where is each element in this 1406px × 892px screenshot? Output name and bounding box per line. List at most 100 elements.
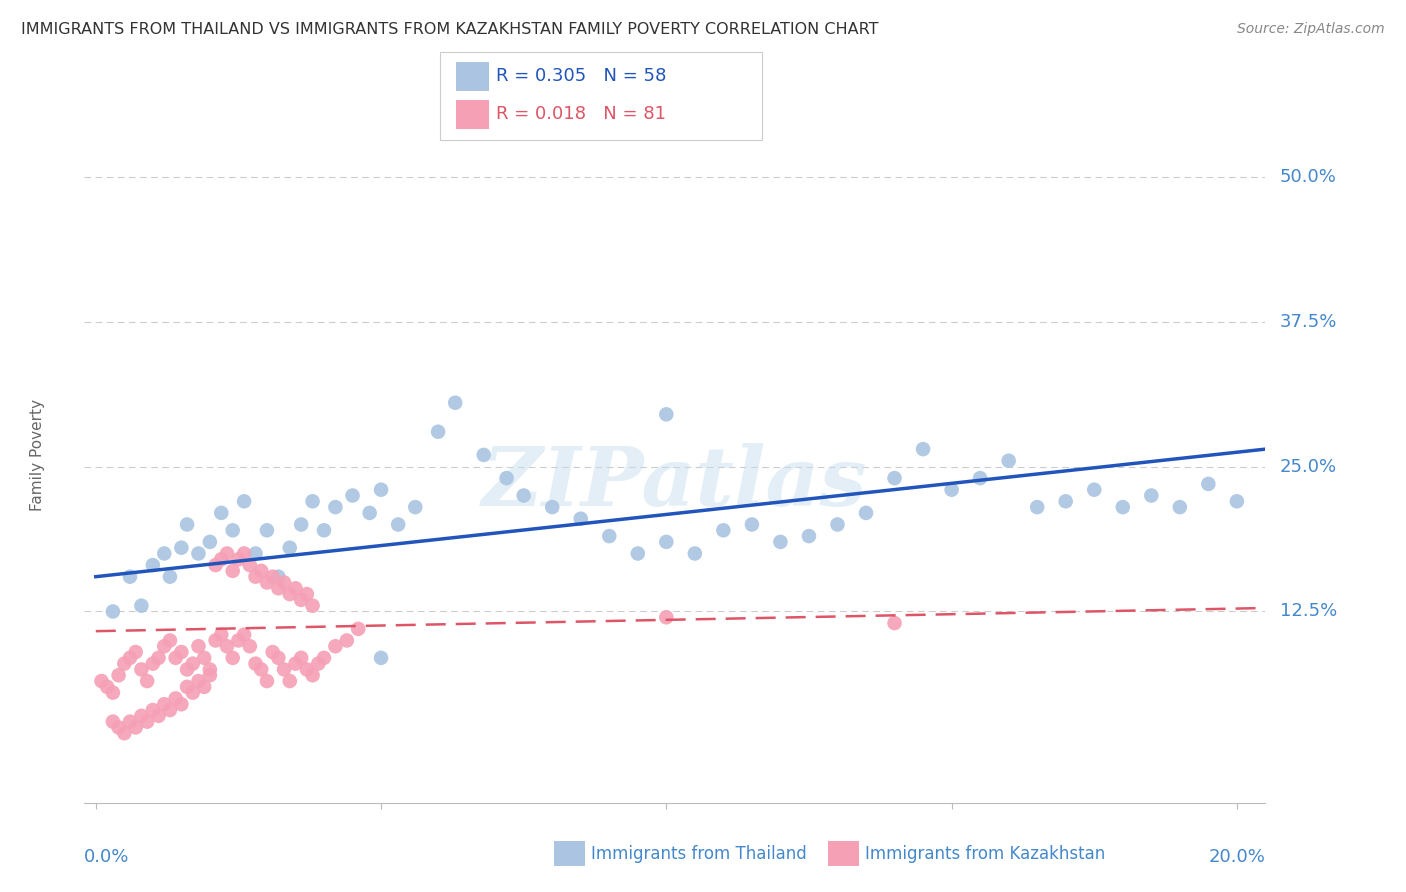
Point [107,668,129,682]
Point [181,657,204,671]
Point [427,425,450,439]
Point [142,703,165,717]
Point [176,517,198,532]
Point [1168,500,1191,514]
Point [165,651,187,665]
Point [112,657,135,671]
Point [997,453,1019,467]
Point [187,674,209,689]
Point [193,651,215,665]
Point [969,471,991,485]
Point [741,517,763,532]
Point [284,657,307,671]
Point [148,651,170,665]
Point [256,575,278,590]
Point [153,546,176,561]
Point [187,546,209,561]
Text: 25.0%: 25.0% [1279,458,1337,475]
Point [118,714,141,729]
Point [170,698,193,712]
Point [769,534,792,549]
Point [222,564,245,578]
Point [215,639,238,653]
Point [1112,500,1135,514]
Text: IMMIGRANTS FROM THAILAND VS IMMIGRANTS FROM KAZAKHSTAN FAMILY POVERTY CORRELATIO: IMMIGRANTS FROM THAILAND VS IMMIGRANTS F… [21,22,879,37]
Point [325,500,347,514]
Point [598,529,620,543]
Point [347,622,370,636]
Point [233,628,256,642]
Point [295,662,318,677]
Point [284,582,307,596]
Point [112,726,135,740]
Point [228,552,250,566]
Point [215,546,238,561]
Point [325,639,347,653]
Point [883,471,905,485]
Point [941,483,963,497]
Point [655,407,678,422]
Point [204,633,226,648]
Point [187,639,209,653]
Text: R = 0.018   N = 81: R = 0.018 N = 81 [496,105,666,123]
Point [290,651,312,665]
Point [655,534,678,549]
Point [245,546,267,561]
Point [250,564,273,578]
Point [222,523,245,537]
Point [136,714,159,729]
Point [153,639,176,653]
Point [541,500,564,514]
Point [307,657,329,671]
Point [295,587,318,601]
Point [301,668,323,682]
Point [90,674,112,689]
Point [1083,483,1105,497]
Point [711,523,734,537]
Point [131,599,153,613]
Point [118,651,141,665]
Point [250,662,273,677]
Point [142,558,165,573]
Point [176,662,198,677]
Point [1054,494,1077,508]
Point [273,575,295,590]
Point [125,645,148,659]
Text: 0.0%: 0.0% [84,848,129,866]
Point [267,651,290,665]
Text: Family Poverty: Family Poverty [30,399,45,511]
Point [256,674,278,689]
Point [1226,494,1249,508]
Point [1140,489,1163,503]
Point [204,558,226,573]
Point [101,714,124,729]
Point [233,546,256,561]
Point [101,685,124,699]
Point [165,691,187,706]
Point [209,506,232,520]
Point [107,721,129,735]
Text: Immigrants from Kazakhstan: Immigrants from Kazakhstan [865,845,1105,863]
Point [312,523,335,537]
Point [301,599,323,613]
Text: Source: ZipAtlas.com: Source: ZipAtlas.com [1237,22,1385,37]
Text: 20.0%: 20.0% [1209,848,1265,866]
Point [1197,476,1219,491]
Point [301,494,323,508]
Point [387,517,409,532]
Point [855,506,877,520]
Point [131,708,153,723]
Point [222,651,245,665]
Point [278,541,301,555]
Point [159,633,181,648]
Point [159,570,181,584]
Point [627,546,650,561]
Point [198,662,221,677]
Text: 37.5%: 37.5% [1279,312,1337,331]
Point [245,570,267,584]
Point [472,448,495,462]
Point [912,442,935,457]
Point [245,657,267,671]
Point [239,558,262,573]
Point [209,552,232,566]
